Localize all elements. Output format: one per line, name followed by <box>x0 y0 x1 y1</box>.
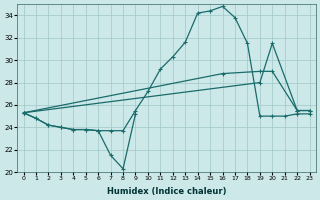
X-axis label: Humidex (Indice chaleur): Humidex (Indice chaleur) <box>107 187 226 196</box>
